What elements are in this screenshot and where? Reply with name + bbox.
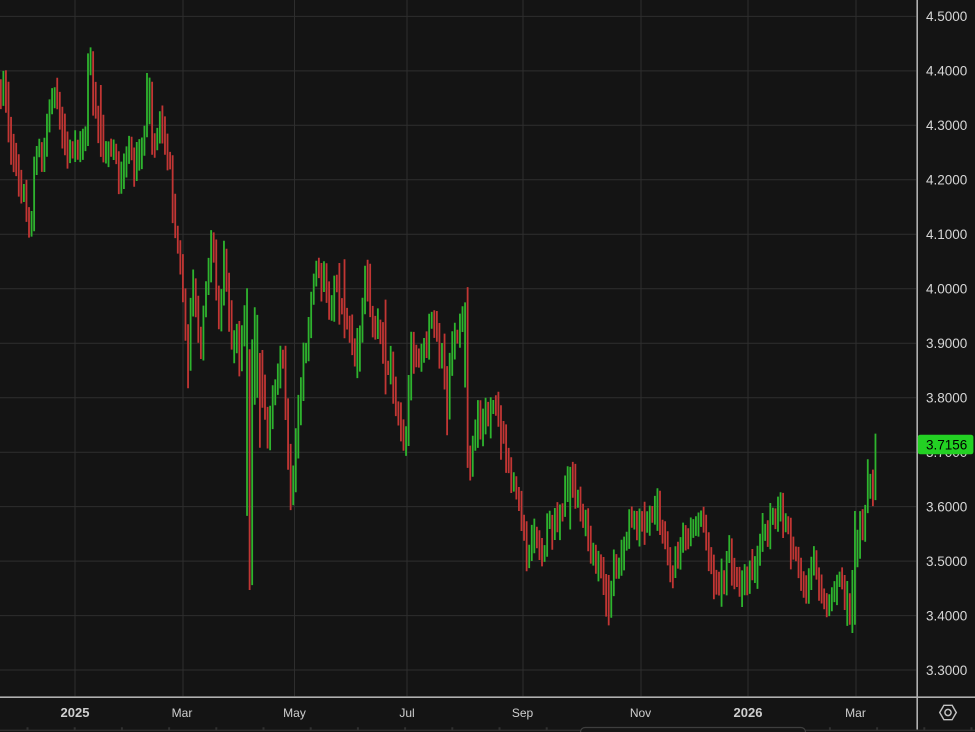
svg-text:4.1000: 4.1000: [926, 227, 967, 242]
svg-text:2026: 2026: [734, 705, 763, 720]
svg-text:4.2000: 4.2000: [926, 173, 967, 188]
svg-text:2025: 2025: [61, 705, 90, 720]
svg-text:4.0000: 4.0000: [926, 282, 967, 297]
svg-text:3.7156: 3.7156: [926, 437, 967, 452]
svg-text:3.5000: 3.5000: [926, 554, 967, 569]
svg-text:3.4000: 3.4000: [926, 608, 967, 623]
svg-text:Jul: Jul: [399, 706, 414, 720]
svg-text:4.4000: 4.4000: [926, 64, 967, 79]
svg-text:Mar: Mar: [172, 706, 193, 720]
svg-text:Mar: Mar: [845, 706, 866, 720]
svg-text:3.3000: 3.3000: [926, 663, 967, 678]
svg-text:3.9000: 3.9000: [926, 336, 967, 351]
svg-text:Sep: Sep: [512, 706, 534, 720]
svg-text:May: May: [283, 706, 306, 720]
svg-text:Nov: Nov: [630, 706, 651, 720]
svg-text:3.8000: 3.8000: [926, 391, 967, 406]
svg-text:4.5000: 4.5000: [926, 9, 967, 24]
svg-text:4.3000: 4.3000: [926, 118, 967, 133]
svg-text:3.6000: 3.6000: [926, 499, 967, 514]
